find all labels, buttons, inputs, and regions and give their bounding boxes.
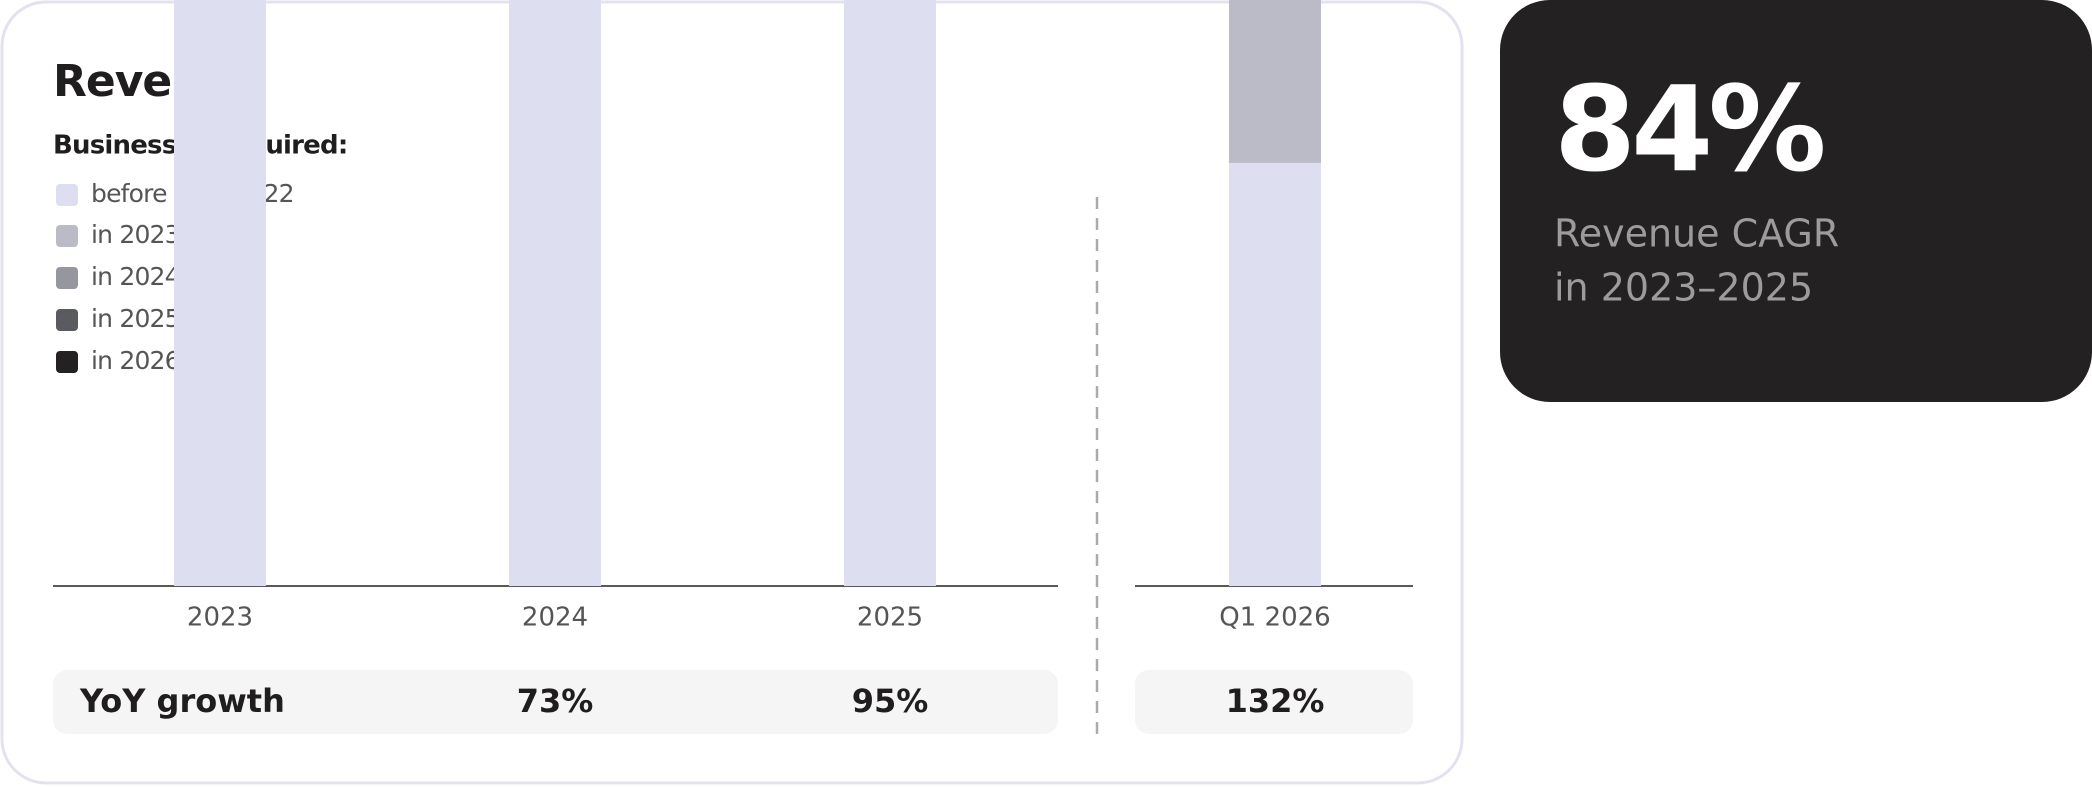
- kpi-card: [1500, 0, 2092, 402]
- growth-value: 132%: [1226, 682, 1325, 720]
- growth-row: [53, 670, 1058, 734]
- bar-segment: [509, 0, 601, 586]
- x-tick-label: 2023: [187, 603, 253, 633]
- legend-label: in 2026: [91, 346, 180, 375]
- bar-segment: [844, 0, 936, 586]
- growth-row: [1135, 670, 1413, 734]
- x-tick-label: 2025: [857, 603, 923, 633]
- bar-segment: [1229, 162, 1321, 586]
- legend-label: in 2024: [91, 262, 180, 291]
- kpi-value: 84%: [1554, 60, 1823, 198]
- growth-value: 73%: [517, 682, 594, 720]
- x-tick-label: Q1 2026: [1219, 603, 1330, 633]
- legend-swatch: [56, 225, 78, 247]
- bar-stack: [844, 0, 936, 586]
- bar-segment: [174, 0, 266, 586]
- legend-label: in 2025: [91, 304, 180, 333]
- kpi-caption: Revenue CAGR: [1554, 212, 1839, 256]
- legend-swatch: [56, 184, 78, 206]
- bar-segment: [1229, 0, 1321, 163]
- growth-value: 95%: [852, 682, 929, 720]
- bar-stack: [1229, 0, 1321, 586]
- legend-swatch: [56, 267, 78, 289]
- legend-label: in 2023: [91, 220, 180, 249]
- kpi-caption: in 2023–2025: [1554, 266, 1813, 310]
- legend-swatch: [56, 309, 78, 331]
- bar-stack: [509, 0, 601, 586]
- legend-swatch: [56, 351, 78, 373]
- x-tick-label: 2024: [522, 603, 588, 633]
- bar-stack: [174, 0, 266, 586]
- growth-label: YoY growth: [79, 682, 285, 720]
